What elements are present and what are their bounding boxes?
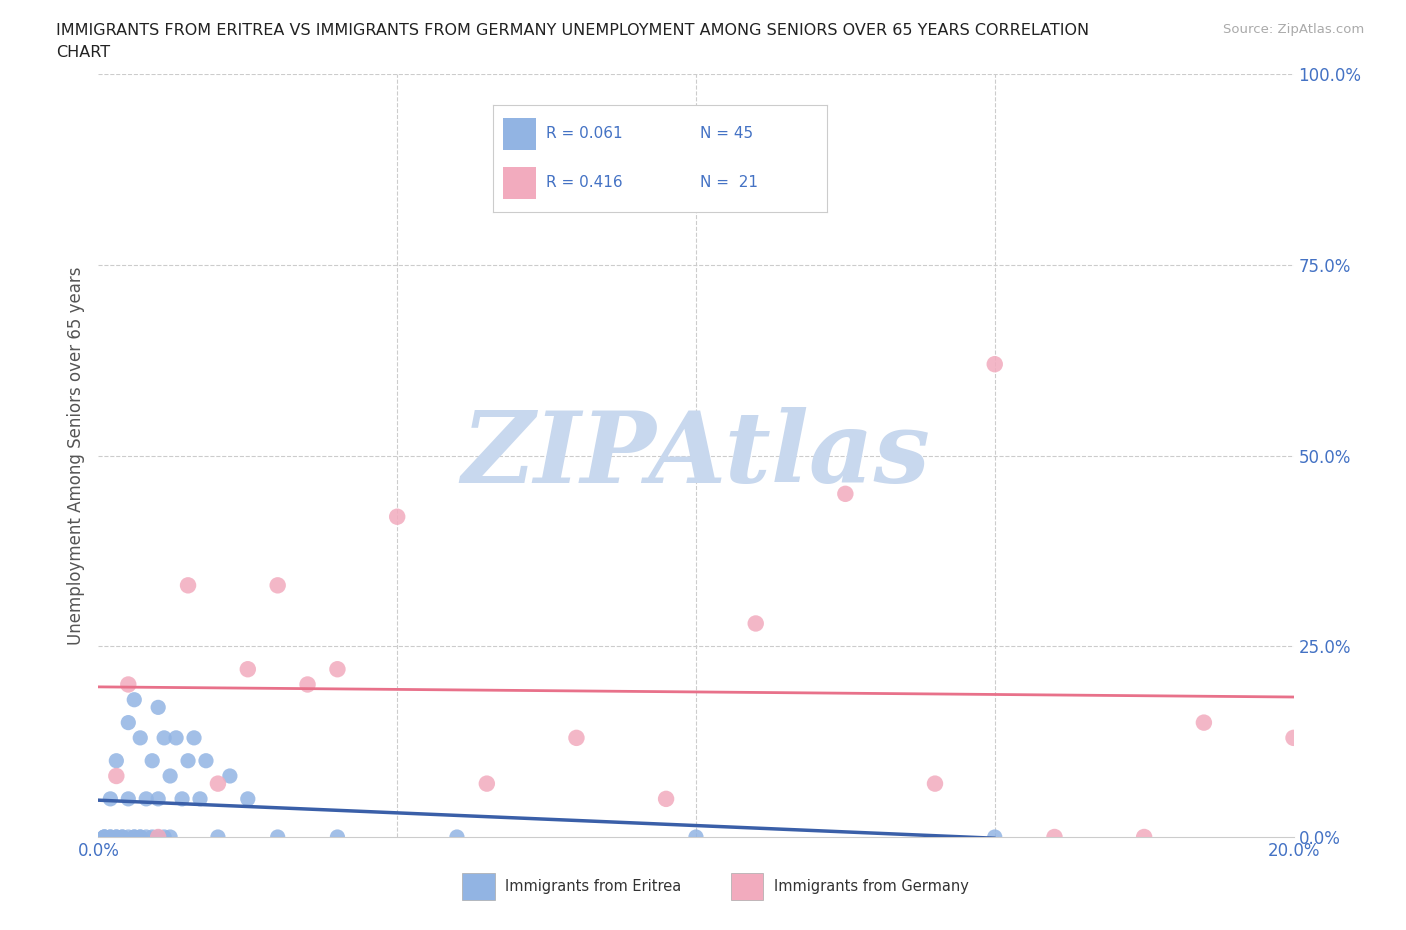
Point: [135, 830, 157, 844]
Point: [195, 753, 218, 768]
Point: [159, 830, 181, 844]
Point: [98, 830, 122, 844]
Text: IMMIGRANTS FROM ERITREA VS IMMIGRANTS FROM GERMANY UNEMPLOYMENT AMONG SENIORS OV: IMMIGRANTS FROM ERITREA VS IMMIGRANTS FR…: [56, 23, 1090, 38]
Point: [685, 830, 707, 844]
Point: [141, 830, 163, 844]
Point: [1133, 830, 1156, 844]
Point: [236, 791, 259, 806]
Point: [834, 486, 856, 501]
Point: [565, 730, 588, 745]
Point: [984, 830, 1007, 844]
Point: [207, 777, 229, 791]
Point: [1192, 715, 1215, 730]
Point: [326, 662, 349, 677]
Point: [984, 357, 1007, 372]
Point: [105, 830, 128, 844]
Point: [111, 830, 134, 844]
Point: [148, 700, 170, 715]
Point: [1043, 830, 1066, 844]
Point: [1282, 730, 1305, 745]
Point: [385, 510, 409, 525]
Point: [111, 830, 134, 844]
Point: [124, 830, 146, 844]
Point: [297, 677, 319, 692]
Point: [165, 730, 187, 745]
Point: [98, 791, 122, 806]
Point: [129, 830, 152, 844]
Point: [117, 715, 139, 730]
Point: [124, 692, 146, 707]
Point: [93, 830, 115, 844]
Point: [172, 791, 194, 806]
Point: [153, 830, 176, 844]
Point: [183, 730, 205, 745]
Point: [105, 830, 128, 844]
Point: [98, 830, 122, 844]
Point: [148, 791, 170, 806]
Point: [117, 677, 139, 692]
Point: [267, 578, 290, 592]
Point: [236, 662, 259, 677]
Point: [135, 791, 157, 806]
Point: [93, 830, 115, 844]
Point: [124, 830, 146, 844]
Point: [105, 753, 128, 768]
Text: ZIPAtlas: ZIPAtlas: [461, 407, 931, 504]
Point: [745, 616, 768, 631]
Point: [159, 768, 181, 783]
Point: [105, 768, 128, 783]
Point: [117, 791, 139, 806]
Point: [153, 730, 176, 745]
Point: [188, 791, 211, 806]
Point: [129, 730, 152, 745]
Point: [924, 777, 946, 791]
Point: [177, 578, 200, 592]
Point: [129, 830, 152, 844]
Point: [446, 830, 468, 844]
Point: [655, 791, 678, 806]
Y-axis label: Unemployment Among Seniors over 65 years: Unemployment Among Seniors over 65 years: [66, 267, 84, 644]
Point: [117, 830, 139, 844]
Point: [475, 777, 498, 791]
Text: Source: ZipAtlas.com: Source: ZipAtlas.com: [1223, 23, 1364, 36]
Point: [177, 753, 200, 768]
Point: [267, 830, 290, 844]
Point: [148, 830, 170, 844]
Point: [141, 753, 163, 768]
Point: [207, 830, 229, 844]
Point: [326, 830, 349, 844]
Text: CHART: CHART: [56, 45, 110, 60]
Point: [93, 830, 115, 844]
Point: [148, 830, 170, 844]
Point: [219, 768, 242, 783]
